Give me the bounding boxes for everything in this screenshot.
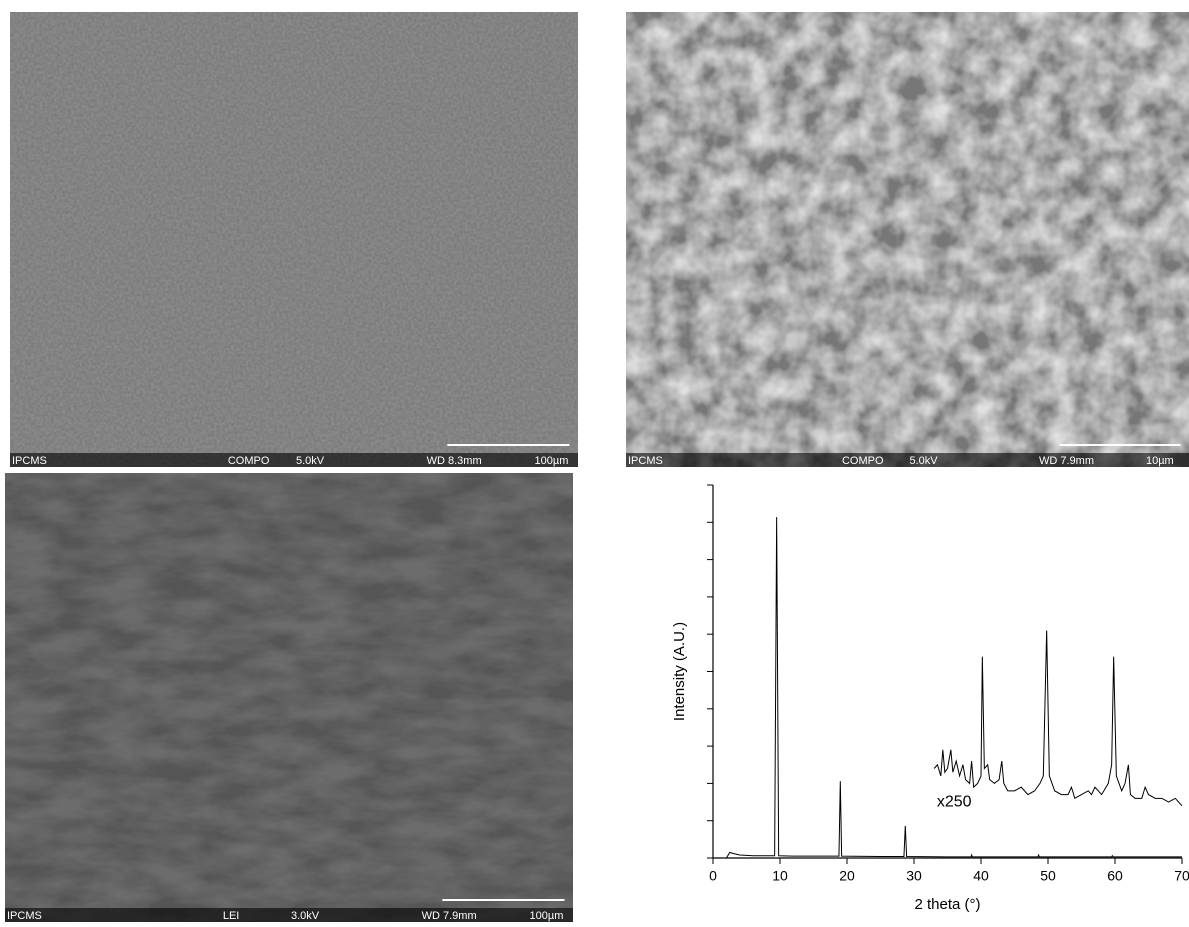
- xrd-trace: [725, 517, 1182, 859]
- sem-image: [10, 12, 578, 467]
- sem-image: [626, 12, 1189, 467]
- x-tick-label: 70: [1174, 868, 1189, 884]
- x-tick-label: 50: [1040, 868, 1056, 884]
- x-tick-label: 30: [906, 868, 922, 884]
- info-label: 100µm: [530, 910, 564, 922]
- info-label: 10µm: [1146, 455, 1174, 467]
- y-axis-label: Intensity (A.U.): [671, 622, 688, 721]
- info-label: COMPO: [842, 455, 884, 467]
- info-bar: [10, 453, 578, 467]
- x-tick-label: 60: [1107, 868, 1123, 884]
- info-label: LEI: [223, 910, 240, 922]
- info-bar: [626, 453, 1189, 467]
- x-tick-label: 40: [973, 868, 989, 884]
- x-tick-label: 0: [709, 868, 717, 884]
- info-label: IPCMS: [7, 910, 42, 922]
- info-label: IPCMS: [12, 455, 47, 467]
- x-tick-label: 20: [839, 868, 855, 884]
- sem-image: [5, 473, 573, 922]
- x-tick-label: 10: [772, 868, 788, 884]
- sem-panels: [5, 12, 1189, 922]
- info-label: 3.0kV: [291, 910, 320, 922]
- info-label: WD 7.9mm: [1039, 455, 1094, 467]
- info-label: COMPO: [228, 455, 270, 467]
- info-label: WD 8.3mm: [427, 455, 482, 467]
- annotation: x250: [937, 793, 972, 810]
- info-label: WD 7.9mm: [422, 910, 477, 922]
- info-label: 100µm: [535, 455, 569, 467]
- info-label: 5.0kV: [910, 455, 939, 467]
- xrd-trace: [933, 630, 1183, 807]
- info-bar: [5, 908, 573, 922]
- x-axis-label: 2 theta (°): [914, 896, 980, 913]
- info-label: 5.0kV: [296, 455, 325, 467]
- info-label: IPCMS: [628, 455, 663, 467]
